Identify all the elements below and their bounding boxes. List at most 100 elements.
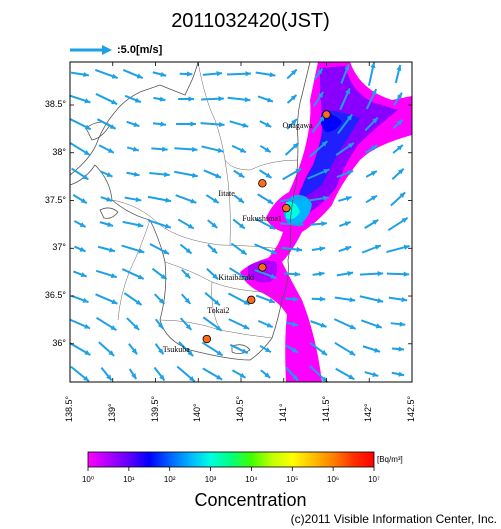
wind-arrow-icon <box>337 113 353 135</box>
wind-arrow-icon <box>232 218 246 230</box>
wind-arrow-icon <box>153 366 166 382</box>
wind-arrow-icon <box>147 195 172 203</box>
colorbar <box>87 451 375 468</box>
wind-arrow-icon <box>100 170 113 178</box>
wind-arrow-icon <box>309 365 328 382</box>
wind-arrow-icon <box>388 296 408 303</box>
wind-arrow-icon <box>204 291 221 307</box>
wind-arrow-icon <box>230 242 248 256</box>
wind-arrow-icon <box>365 170 378 178</box>
wind-arrow-icon <box>387 216 409 232</box>
copyright-text: (c)2011 Visible Information Center, Inc. <box>290 512 497 526</box>
wind-arrow-icon <box>280 221 304 227</box>
wind-arrow-icon <box>74 245 86 253</box>
colorbar-tick-label: 10⁵ <box>286 475 299 484</box>
wind-arrow-icon <box>311 296 326 302</box>
colorbar-unit: [Bq/m³] <box>377 455 403 464</box>
wind-arrow-icon <box>313 91 324 107</box>
wind-arrow-icon <box>254 243 277 255</box>
location-label: Onagawa <box>282 120 313 130</box>
lat-tick-label: 36.5° <box>44 290 66 301</box>
wind-arrow-icon <box>179 71 193 77</box>
wind-arrow-icon <box>338 245 352 253</box>
wind-arrow-icon <box>203 169 222 179</box>
colorbar-tick-label: 10⁰ <box>81 475 95 484</box>
wind-arrow-icon <box>100 366 113 382</box>
wind-arrow-icon <box>259 120 272 128</box>
wind-arrow-icon <box>257 95 274 103</box>
wind-arrow-icon <box>286 94 298 104</box>
location-marker-icon <box>202 334 211 344</box>
wind-arrow-icon <box>281 246 303 253</box>
wind-arrow-icon <box>98 144 115 154</box>
wind-arrow-icon <box>96 316 117 332</box>
wind-arrow-icon <box>333 318 357 330</box>
wind-arrow-icon <box>121 268 145 280</box>
wind-arrow-icon <box>154 318 165 330</box>
location-marker-icon <box>282 203 291 213</box>
wind-arrow-icon <box>124 196 142 203</box>
wind-arrow-icon <box>227 292 251 306</box>
wind-arrow-icon <box>309 341 328 357</box>
wind-arrow-icon <box>181 268 191 280</box>
wind-arrow-icon <box>100 196 113 202</box>
wind-arrow-icon <box>311 246 326 252</box>
wind-arrow-icon <box>312 271 325 277</box>
wind-arrow-icon <box>178 96 194 102</box>
wind-arrow-icon <box>335 142 355 156</box>
wind-arrow-icon <box>282 167 302 181</box>
wind-arrow-icon <box>151 146 168 152</box>
colorbar-tick-label: 10³ <box>204 475 217 484</box>
lon-tick-label: 142° <box>363 403 374 422</box>
wind-arrow-icon <box>205 194 220 204</box>
wind-arrow-icon <box>310 221 327 227</box>
lon-tick-label: 140° <box>192 403 203 422</box>
wind-arrow-icon <box>95 269 118 279</box>
wind-arrow-icon <box>259 344 272 354</box>
wind-arrow-icon <box>390 191 406 207</box>
wind-arrow-icon <box>201 341 224 357</box>
prefecture-borders <box>111 62 299 339</box>
wind-arrow-icon <box>207 219 218 229</box>
location-marker-icon <box>322 110 331 119</box>
wind-arrow-icon <box>149 243 170 255</box>
lon-tick-label: 139.5° <box>149 395 160 422</box>
wind-arrow-icon <box>364 371 379 377</box>
wind-arrow-icon <box>285 344 299 354</box>
wind-arrow-icon <box>336 270 354 277</box>
wind-arrow-icon <box>152 121 167 127</box>
wind-arrow-icon <box>72 193 88 205</box>
wind-arrow-icon <box>70 117 92 131</box>
wind-arrow-icon <box>334 296 356 303</box>
wind-arrow-icon <box>202 316 223 332</box>
colorbar-title: Concentration <box>194 490 307 510</box>
wind-arrow-icon <box>176 365 196 382</box>
wind-arrow-icon <box>70 71 90 78</box>
wind-arrow-icon <box>124 94 142 104</box>
wind-arrow-icon <box>178 341 194 357</box>
lat-tick-label: 38.5° <box>44 98 66 109</box>
wind-arrow-icon <box>70 318 91 330</box>
wind-arrow-icon <box>174 146 198 153</box>
colorbar-ticks <box>87 467 375 471</box>
wind-arrow-icon <box>283 271 301 277</box>
wind-arrow-icon <box>70 142 91 156</box>
wind-arrow-icon <box>386 244 410 254</box>
wind-arrow-icon <box>364 116 379 132</box>
wind-arrow-icon <box>390 321 406 327</box>
wind-arrow-icon <box>154 343 165 355</box>
wind-arrow-icon <box>126 146 140 152</box>
wind-arrow-icon <box>174 170 198 178</box>
location-marker-icon <box>258 179 267 188</box>
wind-arrow-icon <box>362 345 381 353</box>
wind-arrow-icon <box>229 343 249 355</box>
wind-arrow-icon <box>313 67 324 81</box>
lat-tick-label: 37° <box>52 242 66 253</box>
lon-tick-label: 140.5° <box>235 395 245 422</box>
wind-arrow-icon <box>126 317 140 331</box>
wind-arrow-icon <box>310 320 327 328</box>
lat-tick-label: 36° <box>52 337 66 348</box>
wind-arrow-icon <box>153 96 166 102</box>
wind-arrow-icon <box>359 271 384 277</box>
